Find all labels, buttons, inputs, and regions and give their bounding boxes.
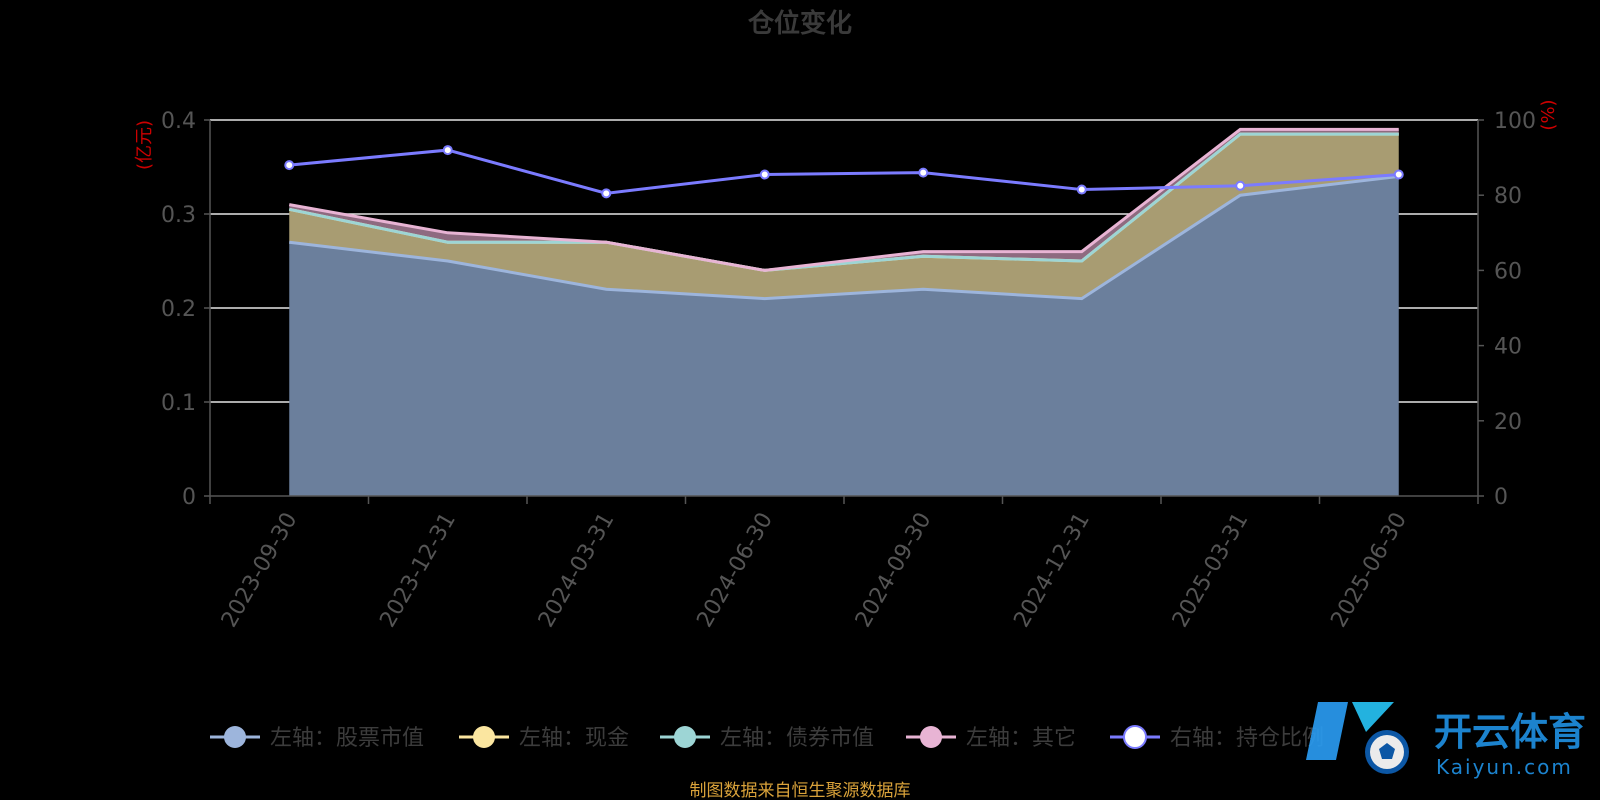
data-point [759,169,770,180]
legend-label: 左轴：现金 [519,726,629,751]
x-tick-label: 2024-09-30 [851,509,937,632]
y-left-tick-label: 0.4 [161,109,196,134]
legend-label: 左轴：股票市值 [270,726,424,751]
watermark-main: 开云体育 [1434,710,1586,754]
x-tick-label: 2025-06-30 [1326,509,1412,632]
series-line-左轴：其它 [288,127,1399,272]
x-tick-label: 2024-12-31 [1009,509,1095,632]
area-左轴：现金 [289,134,1399,299]
legend-marker [1123,725,1147,749]
y-left-unit: (亿元) [134,120,155,170]
series-lines [284,127,1404,301]
legend-marker [674,726,696,748]
legend-label: 左轴：其它 [966,726,1076,751]
watermark: 开云体育 Kaiyun.com [1306,702,1586,779]
data-point [1076,184,1087,195]
x-tick-label: 2023-09-30 [217,509,303,632]
x-tick-label: 2023-12-31 [375,509,461,632]
data-point [918,167,929,178]
legend: 左轴：股票市值 左轴：现金 左轴：债券市值 左轴：其它 右轴：持仓比例 [210,725,1324,751]
legend-label: 右轴：持仓比例 [1170,726,1324,751]
legend-label: 左轴：债券市值 [720,726,874,751]
area-左轴：股票市值 [289,176,1399,496]
y-left-tick-label: 0.1 [161,391,196,416]
data-point [1235,180,1246,191]
y-right-tick-label: 60 [1494,259,1522,284]
y-right-unit: (%) [1538,99,1559,130]
y-left-tick-label: 0.3 [161,203,196,228]
series-line-左轴：债券市值 [288,132,1399,272]
source-note: 制图数据来自恒生聚源数据库 [690,781,911,800]
x-tick-label: 2024-03-31 [534,509,620,632]
x-tick-label: 2025-03-31 [1168,509,1254,632]
legend-marker [473,726,495,748]
data-point [1393,169,1404,180]
chart-title: 仓位变化 [747,8,852,39]
y-right-tick-label: 100 [1494,109,1536,134]
y-right-tick-label: 0 [1494,485,1508,510]
series-line-右轴：持仓比例 [289,148,1399,195]
series-line-左轴：股票市值 [289,174,1399,301]
y-right-tick-label: 20 [1494,410,1522,435]
y-left-tick-label: 0 [182,485,196,510]
y-right-tick-label: 80 [1494,184,1522,209]
data-point [601,188,612,199]
data-point [442,145,453,156]
y-left-tick-label: 0.2 [161,297,196,322]
x-tick-label: 2024-06-30 [692,509,778,632]
y-right-tick-label: 40 [1494,335,1522,360]
watermark-sub: Kaiyun.com [1436,755,1573,779]
stacked-areas [289,129,1399,496]
data-point [284,160,295,171]
legend-marker [920,726,942,748]
watermark-logo-icon [1306,702,1409,774]
legend-marker [224,726,246,748]
